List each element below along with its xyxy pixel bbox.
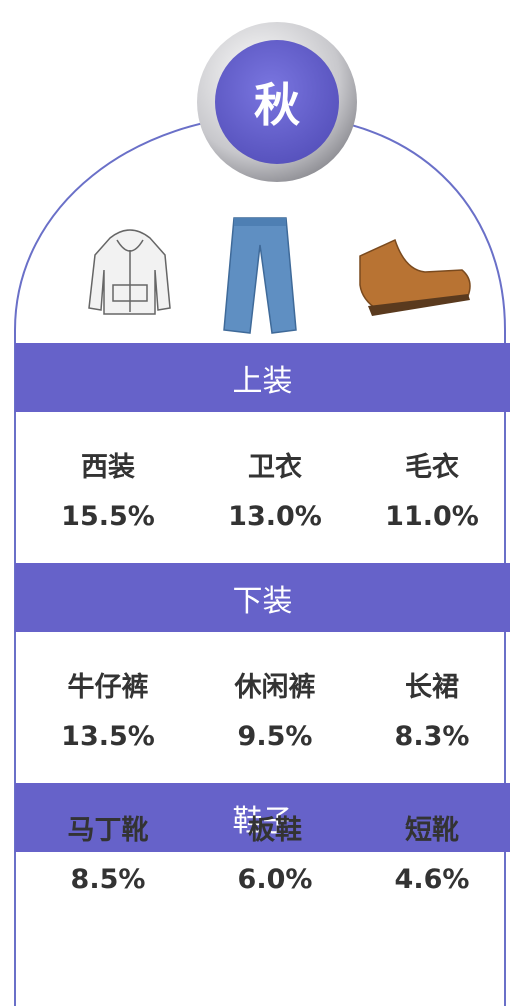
- item-value: 9.5%: [195, 712, 355, 761]
- item-value: 11.0%: [352, 492, 510, 541]
- item-value: 4.6%: [352, 855, 510, 904]
- item-value: 15.5%: [28, 492, 188, 541]
- item-value: 8.3%: [352, 712, 510, 761]
- item-value: 13.0%: [195, 492, 355, 541]
- section-header: 上装: [15, 343, 510, 412]
- boot-icon: [360, 240, 470, 316]
- item-name: 牛仔裤: [28, 663, 188, 712]
- item-value: 8.5%: [28, 855, 188, 904]
- section-header: 下装: [15, 563, 510, 632]
- hoodie-icon: [89, 230, 170, 314]
- item-name: 毛衣: [352, 443, 510, 492]
- jeans-icon: [224, 218, 296, 333]
- item-value: 13.5%: [28, 712, 188, 761]
- item-name: 长裙: [352, 663, 510, 712]
- season-title: 秋: [215, 40, 339, 164]
- item-name: 马丁靴: [28, 806, 188, 855]
- item-value: 6.0%: [195, 855, 355, 904]
- item-name: 板鞋: [195, 806, 355, 855]
- item-name: 西装: [28, 443, 188, 492]
- item-name: 卫衣: [195, 443, 355, 492]
- item-name: 短靴: [352, 806, 510, 855]
- item-name: 休闲裤: [195, 663, 355, 712]
- page: {"title": "秋", "sections": [ {"header": …: [0, 0, 510, 1006]
